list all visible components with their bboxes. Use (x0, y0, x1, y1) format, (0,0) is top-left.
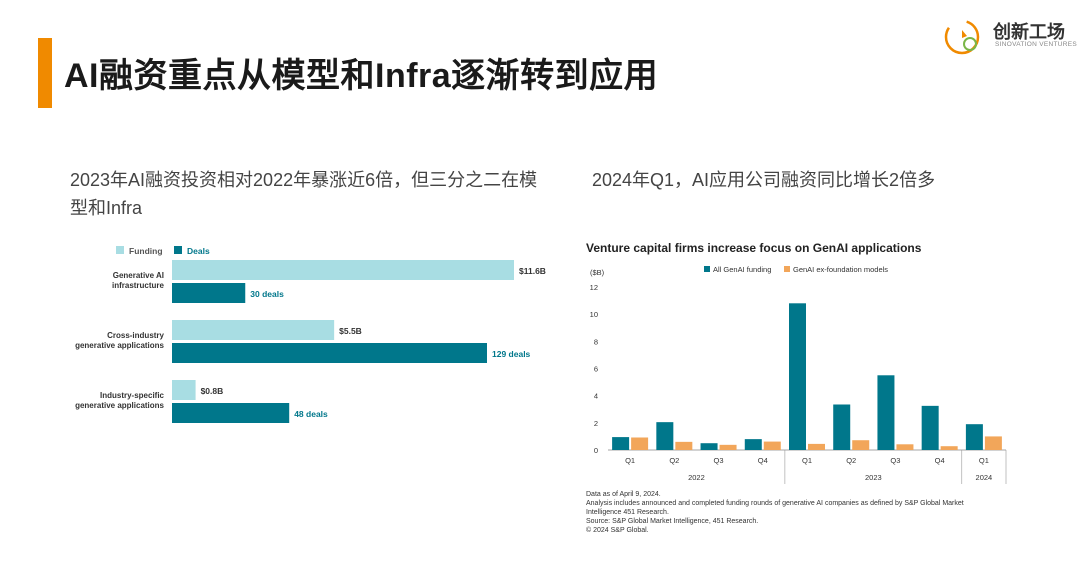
legend-label-deals: Deals (187, 246, 210, 256)
footnote-line: Intelligence 451 Research. (586, 509, 669, 516)
bar-funding (172, 320, 335, 340)
legend-swatch-deals (174, 246, 182, 254)
bar-deals (172, 283, 246, 303)
x-tick-label: Q4 (758, 456, 768, 465)
bar-ex-foundation (984, 436, 1002, 450)
bar-ex-foundation (852, 440, 870, 450)
category-label: Cross-industry (107, 331, 164, 340)
bar-all-genai (877, 375, 895, 450)
funding-deals-chart: Funding Deals $11.6B 30 deals Generative AIi… (75, 246, 546, 423)
bar-ex-foundation (808, 443, 825, 450)
footnotes: Data as of April 9, 2024. Analysis inclu… (586, 490, 964, 535)
page-title: AI融资重点从模型和Infra逐渐转到应用 (64, 57, 659, 95)
bar-deals (172, 343, 487, 363)
bar-deals (172, 403, 290, 423)
bar-all-genai (700, 443, 718, 450)
bar-ex-foundation (896, 444, 914, 450)
x-group-label: 2023 (865, 473, 882, 482)
x-group-label: 2022 (688, 473, 705, 482)
y-tick-label: 10 (590, 310, 598, 319)
legend-swatch-ex-foundation (784, 266, 790, 272)
x-tick-label: Q1 (625, 456, 635, 465)
bar-all-genai (965, 424, 983, 450)
category-label: generative applications (75, 401, 164, 410)
x-tick-label: Q3 (714, 456, 724, 465)
bar-ex-foundation (940, 446, 958, 450)
bar-all-genai (744, 439, 762, 450)
y-tick-label: 2 (594, 419, 598, 428)
category-label: infrastructure (112, 281, 165, 290)
y-tick-label: 6 (594, 365, 598, 374)
bar-ex-foundation (631, 437, 649, 450)
bar-all-genai (656, 422, 674, 450)
bar-ex-foundation (719, 444, 737, 450)
category-label: generative applications (75, 341, 164, 350)
bar-funding (172, 380, 196, 400)
chart-title: Venture capital firms increase focus on … (586, 241, 922, 255)
bar-all-genai (833, 404, 851, 450)
y-tick-label: 8 (594, 337, 598, 346)
x-tick-label: Q4 (935, 456, 945, 465)
bar-ex-foundation (763, 441, 781, 450)
data-label-deals: 30 deals (250, 289, 284, 299)
legend-label-funding: Funding (129, 246, 163, 256)
x-tick-label: Q3 (890, 456, 900, 465)
logo-icon (944, 19, 980, 55)
footnote-line: Source: S&P Global Market Intelligence, … (586, 518, 759, 525)
left-subtitle: 2023年AI融资投资相对2022年暴涨近6倍，但三分之二在模型和Infra (70, 170, 538, 218)
legend-label-all-genai: All GenAI funding (713, 265, 771, 274)
bar-all-genai (789, 303, 806, 450)
right-subtitle: 2024年Q1，AI应用公司融资同比增长2倍多 (592, 170, 936, 190)
data-label-funding: $0.8B (201, 386, 224, 396)
data-label-funding: $11.6B (519, 266, 546, 276)
y-axis-label: ($B) (590, 268, 605, 277)
x-tick-label: Q1 (802, 456, 812, 465)
y-tick-label: 12 (590, 283, 598, 292)
bar-all-genai (612, 437, 630, 450)
data-label-deals: 129 deals (492, 349, 531, 359)
x-tick-label: Q2 (669, 456, 679, 465)
bar-funding (172, 260, 514, 280)
footnote-line: Data as of April 9, 2024. (586, 491, 661, 498)
title-accent-bar (38, 38, 52, 108)
bar-all-genai (921, 405, 939, 450)
footnote-line: © 2024 S&P Global. (586, 527, 649, 534)
x-tick-label: Q2 (846, 456, 856, 465)
x-tick-label: Q1 (979, 456, 989, 465)
logo-subtitle: SINOVATION VENTURES (995, 41, 1078, 48)
data-label-deals: 48 deals (294, 409, 328, 419)
category-label: Generative AI (113, 271, 164, 280)
y-tick-label: 4 (594, 392, 598, 401)
legend-swatch-all-genai (704, 266, 710, 272)
data-label-funding: $5.5B (339, 326, 362, 336)
logo-name: 创新工场 (993, 22, 1065, 42)
bar-ex-foundation (675, 441, 693, 450)
category-label: Industry-specific (100, 391, 165, 400)
genai-funding-chart: Venture capital firms increase focus on … (586, 241, 1007, 484)
x-group-label: 2024 (976, 473, 993, 482)
y-tick-label: 0 (594, 446, 598, 455)
footnote-line: Analysis includes announced and complete… (586, 500, 964, 507)
legend-label-ex-foundation: GenAI ex-foundation models (793, 265, 888, 274)
legend-swatch-funding (116, 246, 124, 254)
